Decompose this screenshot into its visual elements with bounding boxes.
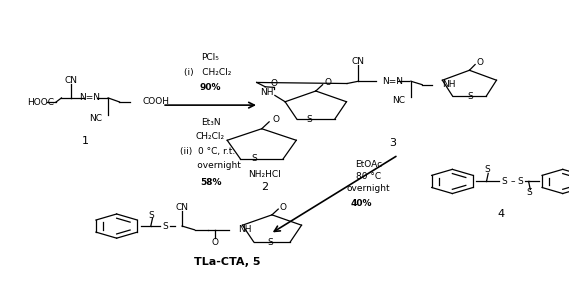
- Text: O: O: [477, 58, 484, 67]
- Text: CN: CN: [65, 76, 77, 85]
- Text: CH₂Cl₂: CH₂Cl₂: [196, 132, 225, 141]
- Text: NC: NC: [392, 96, 405, 105]
- Text: overnight: overnight: [180, 161, 241, 170]
- Text: S: S: [162, 221, 168, 231]
- Text: CN: CN: [176, 203, 188, 212]
- Text: NH: NH: [238, 225, 251, 234]
- Text: 90%: 90%: [200, 83, 221, 92]
- Text: 1: 1: [82, 136, 89, 146]
- Text: O: O: [280, 203, 287, 212]
- Text: TLa-CTA, 5: TLa-CTA, 5: [195, 257, 261, 266]
- Text: O: O: [212, 238, 218, 247]
- Text: O: O: [325, 78, 332, 87]
- Text: S: S: [149, 211, 154, 220]
- Text: S: S: [527, 188, 533, 198]
- Text: S: S: [485, 165, 490, 175]
- Text: (ii)  0 °C, r.t.: (ii) 0 °C, r.t.: [180, 147, 236, 156]
- Text: (i)   CH₂Cl₂: (i) CH₂Cl₂: [184, 67, 232, 77]
- Text: S: S: [251, 154, 257, 164]
- Text: 3: 3: [389, 138, 396, 147]
- Text: COOH: COOH: [142, 97, 169, 107]
- Text: HOOC: HOOC: [27, 98, 54, 107]
- Text: 58%: 58%: [200, 178, 221, 187]
- Text: overnight: overnight: [347, 184, 390, 194]
- Text: O: O: [270, 79, 277, 88]
- Text: S: S: [267, 238, 273, 247]
- Text: 80 °C: 80 °C: [356, 172, 381, 181]
- Text: S: S: [502, 177, 508, 186]
- Text: NH: NH: [260, 88, 274, 97]
- Text: N=N: N=N: [382, 77, 403, 86]
- Text: NH: NH: [442, 80, 456, 89]
- Text: S: S: [518, 177, 523, 186]
- Text: 2: 2: [261, 183, 268, 192]
- Text: O: O: [273, 115, 279, 124]
- Text: –: –: [510, 177, 515, 186]
- Text: PCl₅: PCl₅: [201, 53, 220, 62]
- Text: NH₂HCl: NH₂HCl: [248, 170, 281, 179]
- Text: 40%: 40%: [351, 199, 372, 209]
- Text: S: S: [306, 115, 312, 124]
- Text: Et₃N: Et₃N: [201, 118, 220, 127]
- Text: 4: 4: [497, 209, 504, 219]
- Text: EtOAc: EtOAc: [355, 160, 382, 169]
- Text: NC: NC: [89, 114, 102, 123]
- Text: CN: CN: [352, 57, 365, 66]
- Text: N=N: N=N: [80, 93, 100, 103]
- Text: S: S: [468, 92, 473, 101]
